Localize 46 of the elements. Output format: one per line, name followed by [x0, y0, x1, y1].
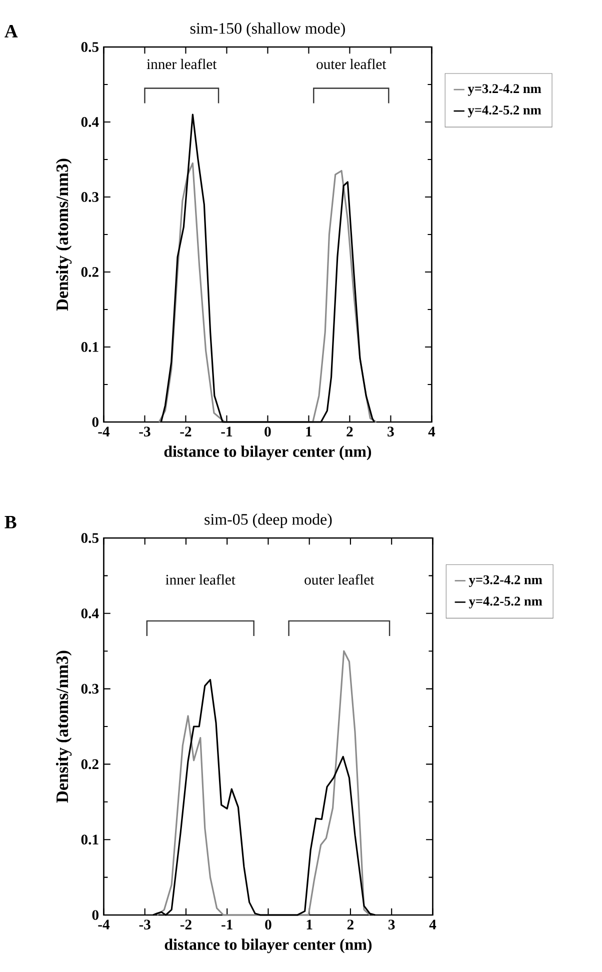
legend-label: y=4.2-5.2 nm: [469, 596, 542, 608]
x-tick-label: -2: [180, 920, 192, 930]
x-tick-label: 1: [306, 426, 312, 436]
x-tick-label: -4: [98, 426, 110, 436]
y-tick-label: 0.1: [81, 342, 98, 352]
x-tick-label: 2: [346, 426, 353, 436]
legend-label: y=4.2-5.2 nm: [468, 106, 542, 118]
y-tick-label: 0.3: [81, 684, 99, 694]
x-tick-label: 4: [428, 426, 436, 436]
x-tick-label: 3: [388, 426, 394, 437]
y-tick-label: 0.5: [81, 533, 99, 543]
x-tick-label: 4: [429, 920, 436, 930]
x-tick-label: -1: [221, 426, 232, 436]
y-axis-title: Density (atoms/nm3): [56, 158, 72, 311]
legend-label: y=3.2-4.2 nm: [468, 84, 542, 96]
y-tick-label: 0.4: [81, 608, 99, 618]
legend-label: y=3.2-4.2 nm: [469, 575, 542, 587]
y-tick-label: 0.3: [81, 192, 99, 202]
text: A: [4, 25, 18, 38]
x-axis-title: distance to bilayer center (nm): [164, 938, 372, 954]
y-tick-label: 0.5: [81, 42, 99, 52]
x-tick-label: -4: [98, 920, 110, 930]
annotation: inner leaflet: [166, 574, 236, 585]
chart-title: sim-150 (shallow mode): [190, 22, 346, 38]
x-tick-label: 1: [307, 920, 312, 930]
y-tick-label: 0: [92, 910, 99, 920]
y-tick-label: 0.2: [81, 759, 99, 770]
x-tick-label: -1: [222, 920, 233, 930]
x-tick-label: 0: [265, 920, 272, 930]
y-tick-label: 0: [92, 417, 99, 427]
y-tick-label: 0.4: [81, 117, 99, 127]
annotation: inner leaflet: [146, 58, 217, 70]
x-tick-label: -3: [139, 426, 150, 437]
x-axis-title: distance to bilayer center (nm): [164, 446, 372, 460]
text: B: [4, 516, 16, 528]
chart-title: sim-05 (deep mode): [204, 514, 332, 528]
y-tick-label: 0.1: [81, 834, 98, 845]
annotation: outer leaflet: [304, 574, 374, 585]
y-axis-title: Density (atoms/nm3): [56, 650, 72, 803]
y-tick-label: 0.2: [81, 267, 99, 277]
x-tick-label: -2: [180, 426, 192, 436]
x-tick-label: 2: [348, 920, 354, 930]
annotation: outer leaflet: [316, 58, 386, 70]
x-tick-label: -3: [139, 920, 151, 930]
x-tick-label: 3: [388, 920, 395, 930]
x-tick-label: 0: [264, 426, 271, 437]
